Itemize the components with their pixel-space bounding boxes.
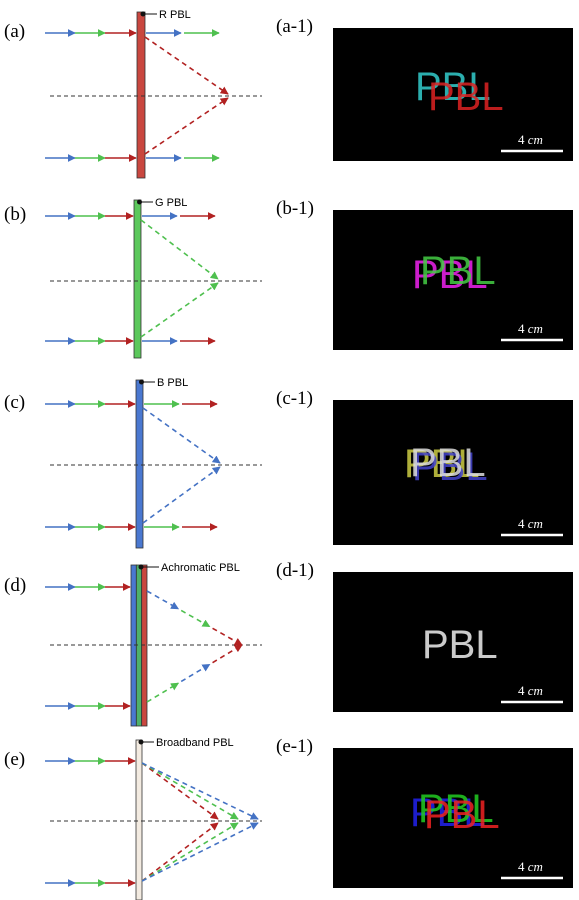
scale-unit: cm bbox=[528, 321, 543, 336]
scale-text: 4 cm bbox=[518, 516, 543, 531]
image-label: (b-1) bbox=[276, 198, 314, 219]
ray bbox=[213, 628, 242, 645]
photo-text: PBL bbox=[422, 623, 498, 667]
scale-number: 4 bbox=[518, 516, 525, 531]
ray bbox=[181, 664, 210, 681]
ray bbox=[142, 763, 258, 819]
lens-label: G PBL bbox=[155, 197, 187, 209]
scale-unit: cm bbox=[528, 683, 543, 698]
scale-number: 4 bbox=[518, 321, 525, 336]
lens-label: Broadband PBL bbox=[156, 737, 234, 749]
ray bbox=[142, 823, 238, 881]
panel-label: (b) bbox=[4, 204, 26, 225]
ray bbox=[143, 408, 220, 463]
ray bbox=[143, 467, 220, 523]
photo-text: PBL bbox=[410, 441, 486, 485]
ray bbox=[145, 98, 228, 154]
lens bbox=[137, 12, 145, 178]
scale-number: 4 bbox=[518, 859, 525, 874]
scale-text: 4 cm bbox=[518, 321, 543, 336]
scale-unit: cm bbox=[528, 132, 543, 147]
panel-label: (e) bbox=[4, 749, 25, 770]
ray bbox=[141, 220, 218, 279]
lens-label: Achromatic PBL bbox=[161, 562, 240, 574]
lens bbox=[136, 380, 143, 548]
ray bbox=[142, 763, 218, 819]
scale-number: 4 bbox=[518, 132, 525, 147]
scale-unit: cm bbox=[528, 516, 543, 531]
scale-text: 4 cm bbox=[518, 132, 543, 147]
photo-text: PBL bbox=[420, 249, 496, 293]
image-label: (c-1) bbox=[276, 388, 313, 409]
figure: (a) R PBL (a-1) PBL PBL 4 cm (b) G PBL (b-1) PBL P… bbox=[0, 0, 579, 900]
scale-text: 4 cm bbox=[518, 683, 543, 698]
ray bbox=[141, 283, 218, 337]
scale-text: 4 cm bbox=[518, 859, 543, 874]
lens-label: B PBL bbox=[157, 377, 188, 389]
panel-label: (c) bbox=[4, 392, 25, 413]
ray bbox=[142, 763, 238, 819]
lens bbox=[136, 740, 142, 900]
ray bbox=[181, 610, 210, 626]
image-label: (d-1) bbox=[276, 560, 314, 581]
image-label: (a-1) bbox=[276, 16, 313, 37]
image-label: (e-1) bbox=[276, 736, 313, 757]
lens bbox=[134, 200, 141, 358]
panel: (d) Achromatic PBL (d-1) PBL 4 cm bbox=[4, 560, 573, 726]
ray bbox=[213, 645, 242, 663]
scale-unit: cm bbox=[528, 859, 543, 874]
ray bbox=[147, 591, 178, 609]
ray bbox=[145, 37, 228, 94]
ray bbox=[147, 683, 178, 702]
ray bbox=[142, 823, 258, 881]
scale-number: 4 bbox=[518, 683, 525, 698]
photo-text: PBL bbox=[424, 793, 500, 837]
panel-label: (a) bbox=[4, 21, 25, 42]
photo-text: PBL bbox=[428, 75, 504, 119]
lens-label: R PBL bbox=[159, 9, 191, 21]
ray bbox=[142, 823, 218, 881]
panel-label: (d) bbox=[4, 575, 26, 596]
